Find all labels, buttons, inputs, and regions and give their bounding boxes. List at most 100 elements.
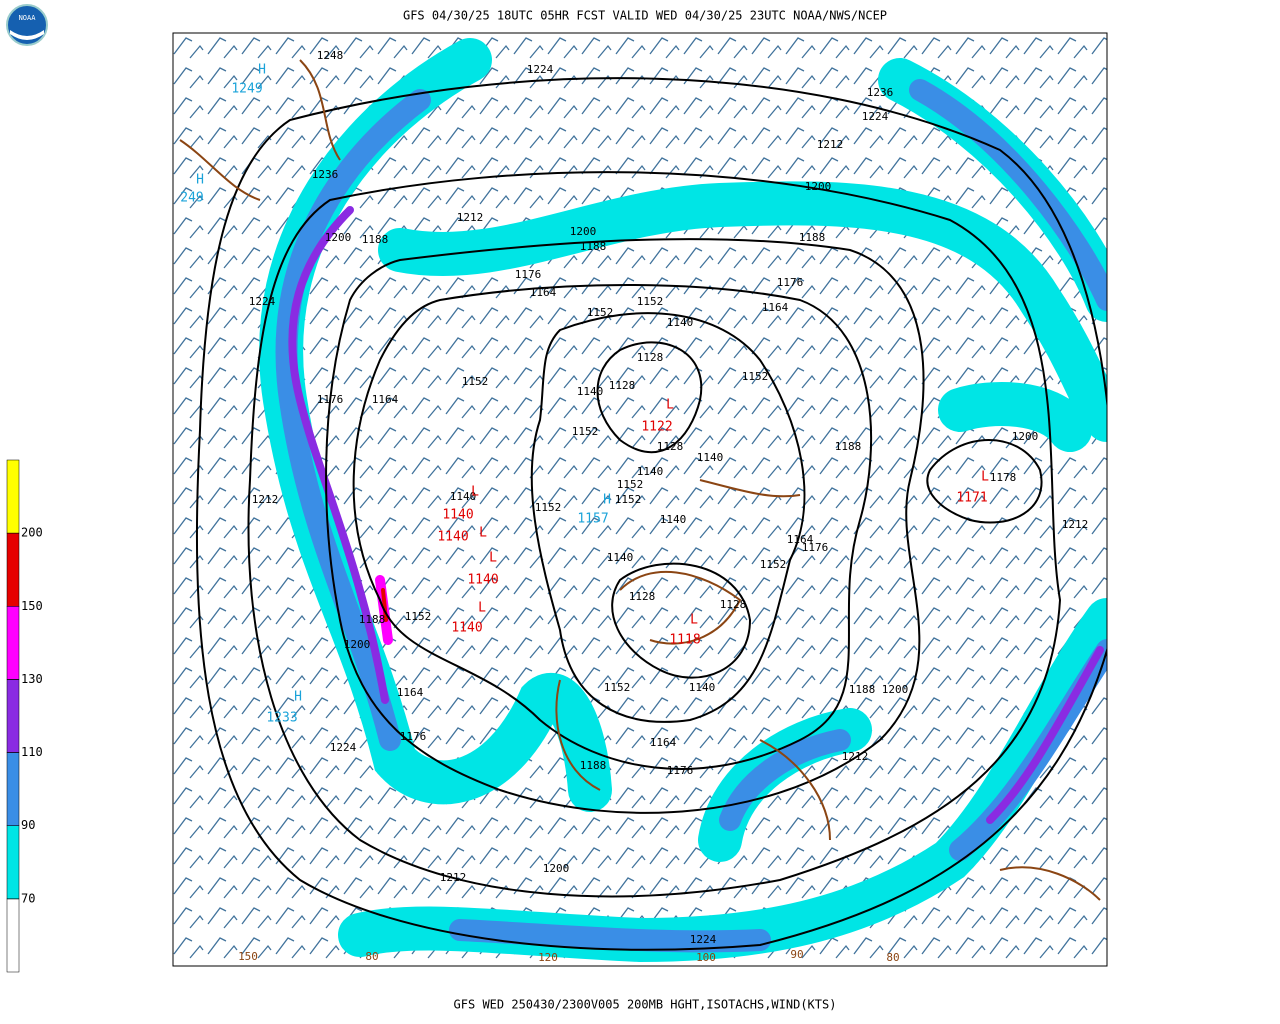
low-symbol: L	[666, 398, 674, 413]
high-value: 1233	[266, 711, 297, 726]
height-label: 1152	[572, 425, 599, 438]
height-label: 1188	[835, 440, 862, 453]
colorbar-label: 110	[21, 745, 43, 759]
height-contours	[195, 77, 1107, 951]
colorbar-band	[6, 459, 20, 534]
height-label: 1212	[252, 493, 279, 506]
coastlines	[179, 59, 1101, 901]
height-label: 1152	[637, 295, 664, 308]
low-value: 1118	[669, 633, 700, 648]
height-label: 1176	[667, 764, 694, 777]
height-label: 1188	[580, 240, 607, 253]
height-label: 1212	[1062, 518, 1089, 531]
height-label: 1212	[457, 211, 484, 224]
noaa-logo: NOAA	[6, 4, 48, 46]
high-symbol: H	[258, 63, 266, 78]
low-symbol: L	[981, 470, 989, 485]
height-label: 1176	[317, 393, 344, 406]
isotach-label: 120	[538, 951, 558, 964]
height-label: 1178	[990, 471, 1017, 484]
height-label: 1176	[777, 276, 804, 289]
high-value: 1249	[231, 82, 262, 97]
height-label: 1224	[690, 933, 717, 946]
height-label: 1224	[330, 741, 357, 754]
isotach-label: 150	[238, 950, 258, 963]
height-label: 1128	[629, 590, 656, 603]
colorbar-label: 200	[21, 526, 43, 540]
height-label: 1140	[637, 465, 664, 478]
height-label: 1200	[882, 683, 909, 696]
high-symbol: H	[603, 493, 611, 508]
height-label: 1152	[535, 501, 562, 514]
high-symbol: H	[294, 690, 302, 705]
logo-text: NOAA	[19, 14, 37, 22]
height-label: 1140	[660, 513, 687, 526]
height-label: 1140	[689, 681, 716, 694]
colorbar-label: 150	[21, 599, 43, 613]
low-symbol: L	[479, 526, 487, 541]
header-title: GFS 04/30/25 18UTC 05HR FCST VALID WED 0…	[403, 9, 887, 23]
height-label: 1152	[405, 610, 432, 623]
high-value: 1157	[577, 512, 608, 527]
jet-streams	[259, 38, 1107, 963]
low-value: 1140	[467, 573, 498, 588]
height-label: 1140	[667, 316, 694, 329]
colorbar: 70 90 110 130 150 200	[6, 459, 43, 973]
height-label: 1224	[249, 295, 276, 308]
low-value: 1171	[956, 491, 987, 506]
height-label: 1164	[762, 301, 789, 314]
height-label: 1128	[637, 351, 664, 364]
height-label: 1224	[527, 63, 554, 76]
colorbar-band	[6, 532, 20, 607]
height-label: 1176	[400, 730, 427, 743]
height-label: 1200	[570, 225, 597, 238]
low-symbol: L	[471, 485, 479, 500]
map-frame	[172, 32, 1108, 967]
low-symbol: L	[690, 613, 698, 628]
colorbar-band	[6, 825, 20, 900]
low-value: 1140	[442, 508, 473, 523]
colorbar-label: 90	[21, 818, 35, 832]
height-label: 1200	[344, 638, 371, 651]
isotach-label: 80	[886, 951, 899, 964]
colorbar-band	[6, 752, 20, 826]
high-symbol: H	[196, 173, 204, 188]
height-label: 1152	[742, 370, 769, 383]
colorbar-band	[6, 898, 20, 973]
high-value: 249	[180, 191, 203, 206]
height-label: 1140	[450, 490, 477, 503]
height-label: 1224	[862, 110, 889, 123]
low-value: 1140	[451, 621, 482, 636]
low-symbol: L	[478, 601, 486, 616]
low-value: 1140	[437, 530, 468, 545]
height-label: 1212	[817, 138, 844, 151]
height-label: 1248	[317, 49, 344, 62]
height-label: 1176	[802, 541, 829, 554]
height-label: 1128	[657, 440, 684, 453]
height-label: 1152	[760, 558, 787, 571]
height-label: 1164	[650, 736, 677, 749]
colorbar-label: 130	[21, 672, 43, 686]
height-label: 1140	[697, 451, 724, 464]
height-label: 1128	[609, 379, 636, 392]
height-label: 1200	[1012, 430, 1039, 443]
height-label: 1152	[587, 306, 614, 319]
height-label: 1152	[617, 478, 644, 491]
low-symbol: L	[489, 551, 497, 566]
height-label: 1188	[580, 759, 607, 772]
map-labels: 1248 1224 1236 1224 1212 1200 1236 1200 1188 1212…	[180, 49, 1088, 964]
height-label: 1140	[607, 551, 634, 564]
height-label: 1152	[615, 493, 642, 506]
height-label: 1212	[842, 750, 869, 763]
height-label: 1200	[325, 231, 352, 244]
height-label: 1200	[805, 180, 832, 193]
footer-caption: GFS WED 250430/2300V005 200MB HGHT,ISOTA…	[454, 998, 837, 1012]
colorbar-band	[6, 606, 20, 680]
isotach-label: 90	[790, 948, 803, 961]
height-label: 1164	[397, 686, 424, 699]
height-label: 1188	[362, 233, 389, 246]
height-label: 1152	[462, 375, 489, 388]
height-label: 1236	[312, 168, 339, 181]
isotach-label: 80	[365, 950, 378, 963]
